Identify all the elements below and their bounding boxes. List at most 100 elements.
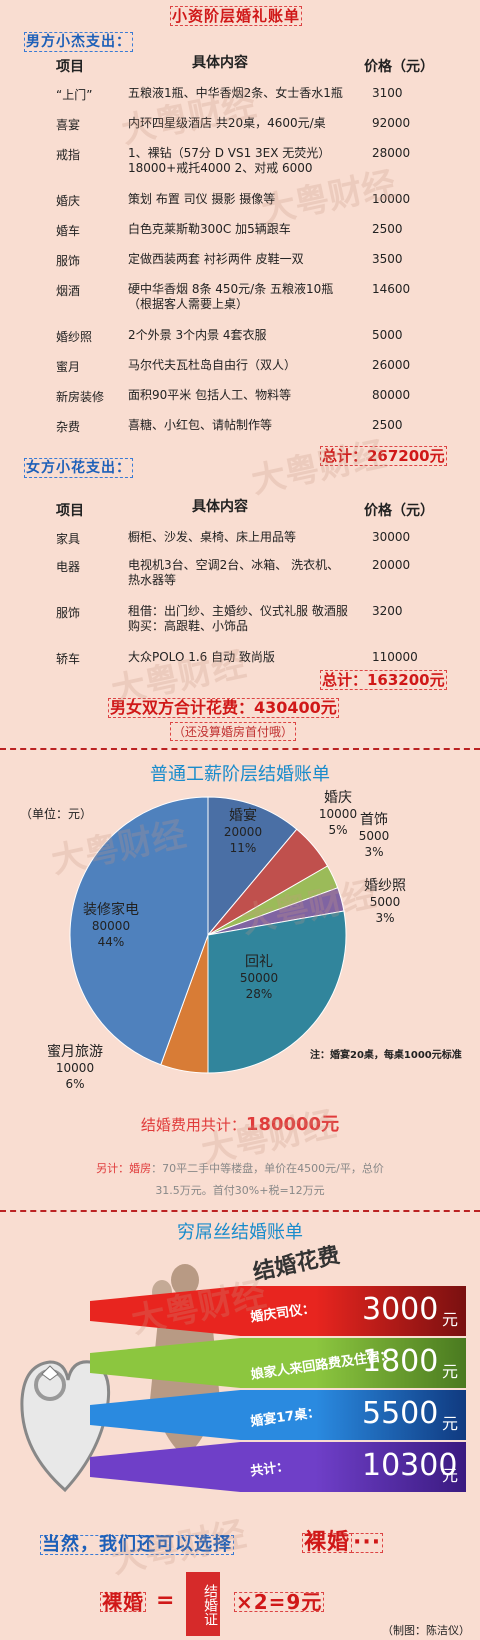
row-detail: 2个外景 3个内景 4套衣服 [128,328,267,342]
pie-label-return-gift: 回礼 50000 28% [234,954,284,1002]
bar-value: 1800 [362,1344,439,1379]
pie-chart [69,796,347,1074]
groom-heading: 男方小杰支出： [24,32,133,52]
pie-label-ceremony: 婚庆 10000 5% [316,790,360,838]
slice-pct: 3% [364,845,384,859]
row-detail: 白色克莱斯勒300C 加5辆跟车 [128,222,291,236]
row-item: “上门” [56,88,93,102]
section-divider [0,748,480,750]
pie-slice [207,796,298,937]
bar-value: 10300 [362,1448,458,1483]
bar-unit: 元 [442,1362,459,1381]
pie-slice [69,796,209,1066]
row-price: 14600 [372,282,411,296]
col-item-header: 项目 [56,503,84,519]
col-price-header: 价格（元） [364,59,434,75]
slice-value: 50000 [239,971,279,985]
poor-banner: 结婚花费 [250,1243,343,1286]
row-price: 110000 [372,650,418,664]
section-divider-2 [0,1210,480,1212]
bar-unit: 元 [442,1466,459,1485]
pie-section-title: 普通工薪阶层结婚账单 [150,764,330,785]
row-item: 服饰 [56,606,81,620]
row-item: 杂费 [56,420,81,434]
bride-total: 总计：163200元 [320,670,447,690]
row-detail: 策划 布置 司仪 摄影 摄像等 [128,192,276,206]
row-price: 2500 [372,418,403,432]
credit: （制图：陈洁仪） [382,1624,470,1637]
pie-label-decoration: 装修家电 80000 44% [76,902,146,950]
slice-name: 装修家电 [83,902,139,918]
col-item-header: 项目 [56,59,84,75]
formula-right-text: ×2=9元 [234,1590,325,1614]
row-detail: 五粮液1瓶、中华香烟2条、女士香水1瓶 [128,86,343,100]
pie-slice [207,910,347,1074]
bar-value: 3000 [362,1292,439,1327]
row-price: 5000 [372,328,403,342]
row-item: 蜜月 [56,360,81,374]
slice-pct: 3% [375,911,395,925]
formula-right: ×2=9元 [234,1590,325,1614]
pie-total-label: 结婚费用共计： [140,1116,246,1134]
row-price: 3100 [372,86,403,100]
combined-total: 男女双方合计花费：430400元 [108,698,339,718]
slice-value: 80000 [91,919,131,933]
pie-label-wedding-banquet: 婚宴 20000 11% [218,808,268,856]
row-price: 92000 [372,116,411,130]
formula-left-text: 裸婚 [100,1590,146,1614]
col-detail-header: 具体内容 [192,55,248,71]
row-item: 戒指 [56,148,81,162]
col-detail-header: 具体内容 [192,499,248,515]
row-detail: 马尔代夫瓦杜岛自由行（双人） [128,358,297,372]
slice-value: 10000 [318,807,358,821]
row-detail: 硬中华香烟 8条 450元/条 五粮液10瓶（根据客人需要上桌） [128,282,334,311]
marriage-certificate-box: 结婚证 [186,1572,220,1636]
slice-pct: 6% [65,1077,85,1091]
slice-pct: 44% [97,935,125,949]
row-price: 28000 [372,146,411,160]
bar-label: 共计： [249,1459,291,1480]
row-detail: 1、裸钻（57分 D VS1 3EX 无荧光） 18000+戒托4000 2、对… [128,146,331,175]
row-price: 30000 [372,530,411,544]
row-detail: 面积90平米 包括人工、物料等 [128,388,292,402]
row-item: 家具 [56,532,81,546]
row-item: 婚庆 [56,194,81,208]
slice-name: 蜜月旅游 [47,1044,103,1060]
row-price: 10000 [372,192,411,206]
row-detail: 电视机3台、空调2台、冰箱、 洗衣机、热水器等 [128,558,340,587]
row-price: 20000 [372,558,411,572]
bride-heading: 女方小花支出： [24,458,133,478]
slice-value: 20000 [223,825,263,839]
watermark: 大粤财经 [108,1514,250,1582]
row-detail: 租借：出门纱、主婚纱、仪式礼服 敬酒服 购买：高跟鞋、小饰品 [128,604,348,633]
watermark: 大粤财经 [248,434,390,502]
slice-pct: 28% [245,987,273,1001]
pie-total: 结婚费用共计：180000元 [0,1110,480,1136]
row-item: 电器 [56,560,81,574]
row-detail: 橱柜、沙发、桌椅、床上用品等 [128,530,297,544]
formula-left: 裸婚 [100,1590,146,1614]
row-detail: 内环四星级酒店 共20桌，4600元/桌 [128,116,326,130]
row-price: 26000 [372,358,411,372]
groom-total: 总计：267200元 [320,446,447,466]
choice-line-text: 当然，我们还可以选择 [40,1534,234,1555]
row-item: 喜宴 [56,118,81,132]
row-price: 80000 [372,388,411,402]
groom-heading-text: 男方小杰支出： [24,32,133,52]
col-price-header: 价格（元） [364,503,434,519]
bar-unit: 元 [442,1414,459,1433]
slice-name: 婚纱照 [364,878,406,894]
bride-heading-text: 女方小花支出： [24,458,133,478]
poor-section-title: 穷屌丝结婚账单 [177,1222,303,1243]
groom-total-text: 总计：267200元 [320,446,447,466]
row-price: 2500 [372,222,403,236]
pie-label-honeymoon: 蜜月旅游 10000 6% [42,1044,108,1092]
slice-name: 婚宴 [229,808,257,824]
choice-line: 当然，我们还可以选择 [40,1534,234,1555]
row-item: 烟酒 [56,284,81,298]
housing-note-line2: 31.5万元。首付30%+税=12万元 [155,1184,325,1197]
slice-name: 婚庆 [324,790,352,806]
housing-text1: ：70平二手中等楼盘，单价在4500元/平，总价 [151,1162,384,1175]
row-detail: 喜糖、小红包、请帖制作等 [128,418,273,432]
row-item: 婚车 [56,224,81,238]
